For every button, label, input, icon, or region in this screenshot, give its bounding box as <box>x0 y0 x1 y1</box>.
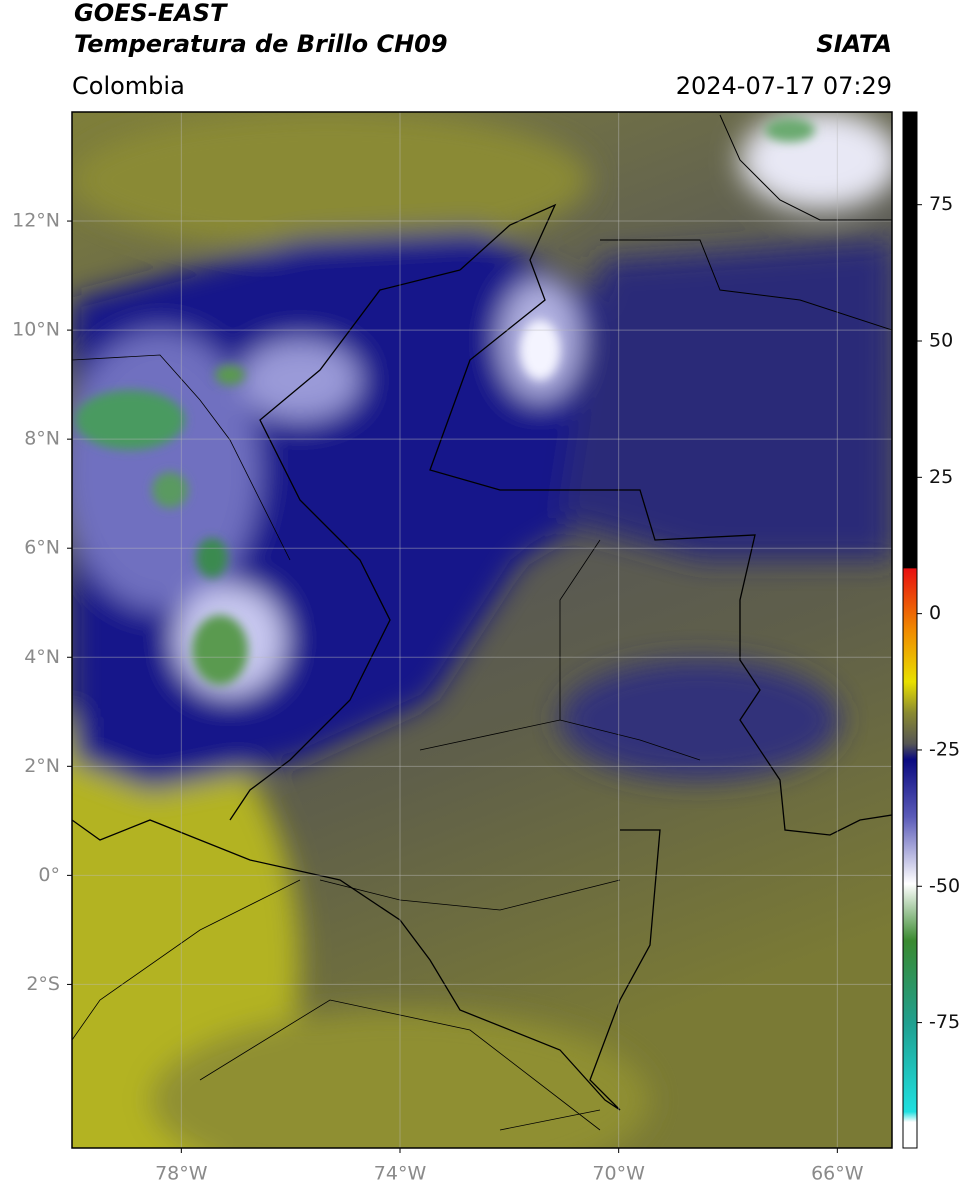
colorbar-label: -75 <box>929 1011 960 1033</box>
colorbar-label: 0 <box>929 602 941 624</box>
region: Colombia <box>72 72 185 100</box>
colorbar <box>902 111 918 1149</box>
lon-tick-label: 66°W <box>811 1163 864 1185</box>
colorbar-label: -50 <box>929 875 960 897</box>
lat-tick-label: 2°N <box>24 755 60 777</box>
lat-tick-label: 8°N <box>24 428 60 450</box>
lat-tick-label: 0° <box>38 864 60 886</box>
lon-tick-label: 78°W <box>155 1163 208 1185</box>
satellite: GOES-EAST <box>74 0 228 27</box>
datetime: 2024-07-17 07:29 <box>676 72 892 100</box>
map-frame <box>71 111 893 1149</box>
satellite-image <box>72 112 892 1148</box>
product: Temperatura de Brillo CH09 <box>74 30 448 58</box>
lat-tick-label: 2°S <box>26 973 60 995</box>
lat-tick-label: 6°N <box>24 537 60 559</box>
lat-tick-label: 10°N <box>12 319 60 341</box>
colorbar-label: 75 <box>929 193 953 215</box>
lat-tick-label: 12°N <box>12 210 60 232</box>
lon-tick-label: 70°W <box>592 1163 645 1185</box>
agency: SIATA <box>816 30 892 58</box>
lat-tick-label: 4°N <box>24 646 60 668</box>
colorbar-label: 50 <box>929 330 953 352</box>
colorbar-label: 25 <box>929 466 953 488</box>
colorbar-label: -25 <box>929 738 960 760</box>
lon-tick-label: 74°W <box>374 1163 427 1185</box>
